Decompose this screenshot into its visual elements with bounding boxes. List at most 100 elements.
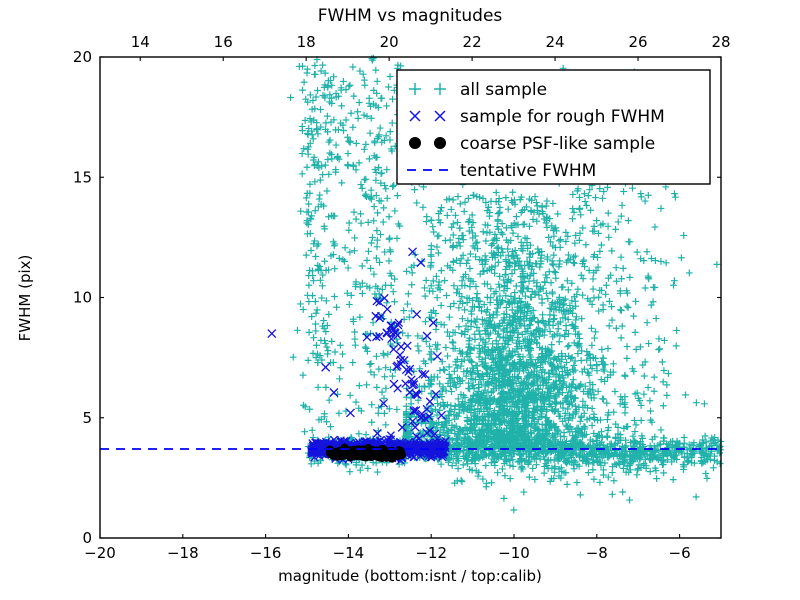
data-point-plus [539, 399, 547, 407]
data-point-plus [482, 340, 489, 348]
data-point-plus [319, 271, 327, 279]
data-point-plus [439, 421, 446, 429]
data-point-plus [557, 432, 564, 440]
data-point-plus [543, 217, 551, 224]
data-point-plus [427, 389, 435, 397]
data-point-plus [572, 316, 580, 324]
data-point-plus [521, 428, 529, 435]
data-point-plus [543, 347, 551, 355]
data-point-plus [440, 365, 448, 373]
data-point-plus [500, 276, 508, 284]
data-point-plus [495, 366, 502, 374]
data-point-plus [310, 334, 317, 342]
data-point-plus [408, 269, 416, 277]
data-point-plus [617, 212, 625, 220]
data-point-plus [639, 449, 647, 457]
data-point-plus [307, 118, 315, 126]
data-point-plus [623, 287, 630, 295]
data-point-plus [489, 430, 497, 438]
data-point-plus [323, 343, 331, 351]
data-point-plus [713, 458, 721, 466]
data-point-plus [574, 285, 582, 293]
data-point-plus [576, 194, 583, 201]
data-point-plus [384, 350, 392, 358]
data-point-plus [321, 161, 329, 169]
data-point-plus [551, 407, 558, 415]
data-point-plus [413, 199, 421, 207]
data-point-plus [588, 405, 596, 412]
data-point-plus [514, 329, 522, 337]
data-point-plus [537, 283, 544, 291]
data-point-plus [375, 197, 383, 205]
data-point-plus [307, 247, 315, 254]
data-point-plus [572, 232, 580, 239]
data-point-plus [309, 267, 316, 275]
data-point-plus [523, 285, 531, 293]
data-point-plus [534, 440, 542, 448]
data-point-plus [456, 347, 464, 355]
data-point-plus [438, 358, 446, 366]
data-point-plus [455, 235, 463, 242]
data-point-plus [502, 271, 510, 279]
data-point-plus [299, 62, 306, 70]
data-point-plus [458, 358, 466, 365]
data-point-plus [358, 184, 366, 192]
data-point-plus [537, 260, 545, 268]
data-point-plus [620, 464, 627, 472]
data-point-plus [554, 439, 562, 447]
data-point-plus [594, 254, 601, 261]
data-point-plus [507, 379, 515, 387]
data-point-plus [367, 264, 375, 272]
data-point-plus [371, 166, 379, 173]
data-point-plus [534, 245, 542, 253]
data-point-plus [537, 392, 545, 400]
data-point-plus [464, 433, 472, 441]
data-point-plus [568, 380, 576, 388]
data-point-plus [473, 414, 481, 422]
data-point-plus [597, 461, 605, 469]
data-point-plus [568, 279, 576, 287]
data-point-plus [589, 275, 597, 283]
data-point-plus [404, 290, 412, 298]
data-point-plus [481, 221, 489, 229]
data-point-plus [578, 425, 586, 433]
data-point-plus [570, 339, 578, 347]
data-point-plus [509, 416, 516, 424]
data-point-plus [671, 190, 678, 198]
data-point-plus [577, 211, 585, 219]
data-point-plus [498, 361, 505, 368]
data-point-plus [531, 362, 539, 370]
data-point-plus [517, 193, 525, 201]
data-point-plus [538, 410, 545, 418]
data-point-plus [581, 401, 589, 409]
data-point-plus [514, 233, 522, 240]
data-point-plus [466, 265, 474, 272]
data-point-plus [485, 432, 492, 440]
data-point-plus [459, 315, 466, 323]
data-point-plus [549, 200, 557, 207]
data-point-plus [498, 319, 506, 327]
data-point-plus [452, 361, 460, 369]
data-point-plus [492, 337, 500, 345]
data-point-plus [516, 320, 523, 327]
data-point-plus [521, 309, 528, 317]
data-point-plus [592, 267, 600, 275]
data-point-plus [476, 345, 483, 353]
data-point-plus [493, 296, 500, 304]
data-point-plus [365, 247, 372, 255]
data-point-plus [319, 171, 327, 178]
data-point-plus [545, 233, 553, 241]
data-point-plus [352, 139, 360, 147]
data-point-plus [432, 405, 439, 413]
data-point-plus [507, 277, 515, 285]
data-point-plus [464, 418, 471, 425]
data-point-plus [507, 353, 514, 361]
data-point-plus [407, 400, 415, 408]
data-point-plus [631, 417, 638, 424]
data-point-plus [564, 405, 572, 413]
data-point-plus [309, 135, 317, 143]
data-point-plus [524, 459, 532, 467]
data-point-plus [565, 352, 573, 360]
data-point-plus [297, 207, 305, 215]
data-point-plus [613, 277, 620, 285]
